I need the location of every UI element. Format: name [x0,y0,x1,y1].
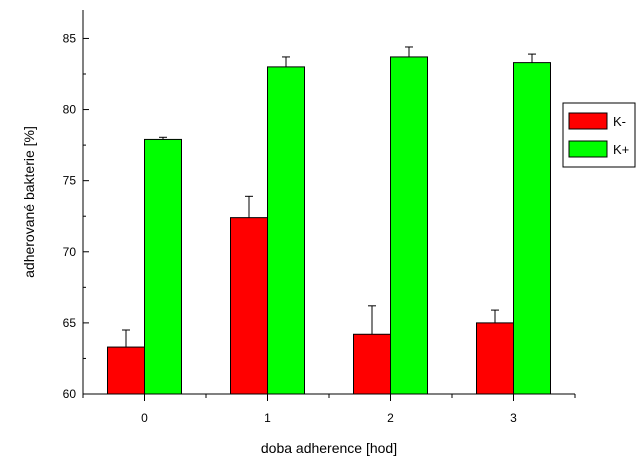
y-ticks: 60 65 70 75 80 85 [63,31,89,401]
legend-swatch [568,140,608,158]
legend-label: K+ [613,142,629,157]
bar-k-3 [513,62,551,395]
bar-k-2 [390,56,428,395]
x-tick-label: 0 [141,411,148,425]
legend: K- K+ [562,102,636,168]
bar-k-2 [353,333,391,395]
bar-k-1 [267,66,305,395]
x-tick-label: 3 [510,411,517,425]
legend-swatch [568,112,608,130]
x-ticks: 0 1 2 3 [82,394,576,425]
x-tick-label: 2 [387,411,394,425]
y-tick-label: 75 [63,174,77,188]
x-tick-label: 1 [264,411,271,425]
y-tick-label: 60 [63,387,77,401]
y-tick-label: 65 [63,316,77,330]
bar-k-1 [230,217,268,395]
x-axis-title: doba adherence [hod] [261,440,397,456]
y-tick-label: 85 [63,31,77,45]
y-tick-label: 80 [63,103,77,117]
bar-k-0 [144,138,182,395]
bar-k-0 [107,346,145,395]
legend-label: K- [613,114,626,129]
bar-k-3 [476,322,514,395]
y-tick-label: 70 [63,245,77,259]
y-axis-title: adherované bakterie [%] [21,126,37,278]
bars [107,46,551,395]
